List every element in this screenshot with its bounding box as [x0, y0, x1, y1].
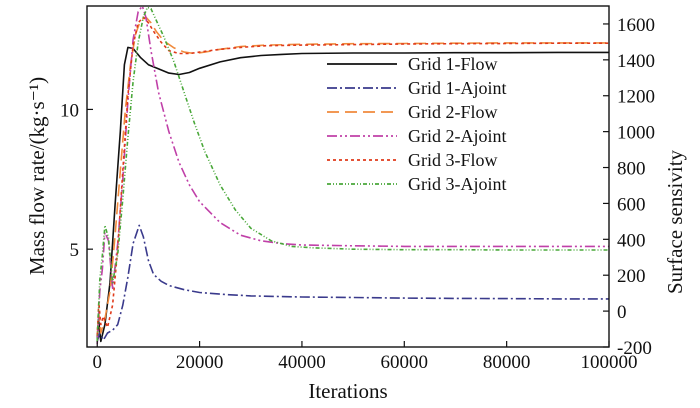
legend-label: Grid 3-Ajoint [408, 174, 507, 194]
legend-label: Grid 2-Flow [408, 102, 498, 122]
legend-label: Grid 1-Ajoint [408, 78, 507, 98]
right-y-axis-title: Surface sensivity [663, 149, 687, 294]
legend: Grid 1-Flow Grid 1-Ajoint Grid 2-Flow Grid … [327, 54, 507, 194]
right-y-tick-label: 400 [617, 230, 646, 251]
series-line-grid-2-ajoint [96, 6, 609, 345]
x-tick-label: 60000 [381, 352, 429, 373]
left-y-axis-title: Mass flow rate/(kg·s⁻¹) [25, 77, 49, 275]
legend-label: Grid 3-Flow [408, 150, 498, 170]
right-y-tick-label: 0 [617, 302, 627, 323]
axis-layer: 0 20000 40000 60000 80000 100000 5 10 -200 0 200 40… [60, 15, 655, 373]
legend-label: Grid 2-Ajoint [408, 126, 507, 146]
right-y-tick-label: 1000 [617, 123, 655, 144]
series-line-grid-1-ajoint [96, 224, 609, 342]
x-tick-label: 100000 [581, 352, 638, 373]
right-y-tick-label: 600 [617, 194, 646, 215]
series-line-grid-2-flow [96, 16, 609, 336]
x-tick-label: 80000 [483, 352, 531, 373]
right-y-tick-label: -200 [617, 338, 652, 359]
series-line-grid-1-flow [96, 46, 609, 343]
right-y-tick-label: 1400 [617, 51, 655, 72]
left-y-tick-label: 5 [70, 240, 80, 261]
x-tick-label: 20000 [176, 352, 224, 373]
right-y-tick-label: 1600 [617, 15, 655, 36]
right-y-tick-label: 200 [617, 266, 646, 287]
series-line-grid-3-flow [96, 16, 609, 336]
left-y-tick-label: 10 [60, 100, 79, 121]
series-line-grid-3-ajoint [96, 6, 609, 342]
legend-label: Grid 1-Flow [408, 54, 498, 74]
x-axis-title: Iterations [308, 379, 387, 403]
right-y-tick-label: 800 [617, 159, 646, 180]
plot-frame [86, 5, 610, 348]
right-y-tick-label: 1200 [617, 87, 655, 108]
series-layer [96, 6, 609, 345]
x-tick-label: 40000 [278, 352, 326, 373]
x-tick-label: 0 [92, 352, 102, 373]
